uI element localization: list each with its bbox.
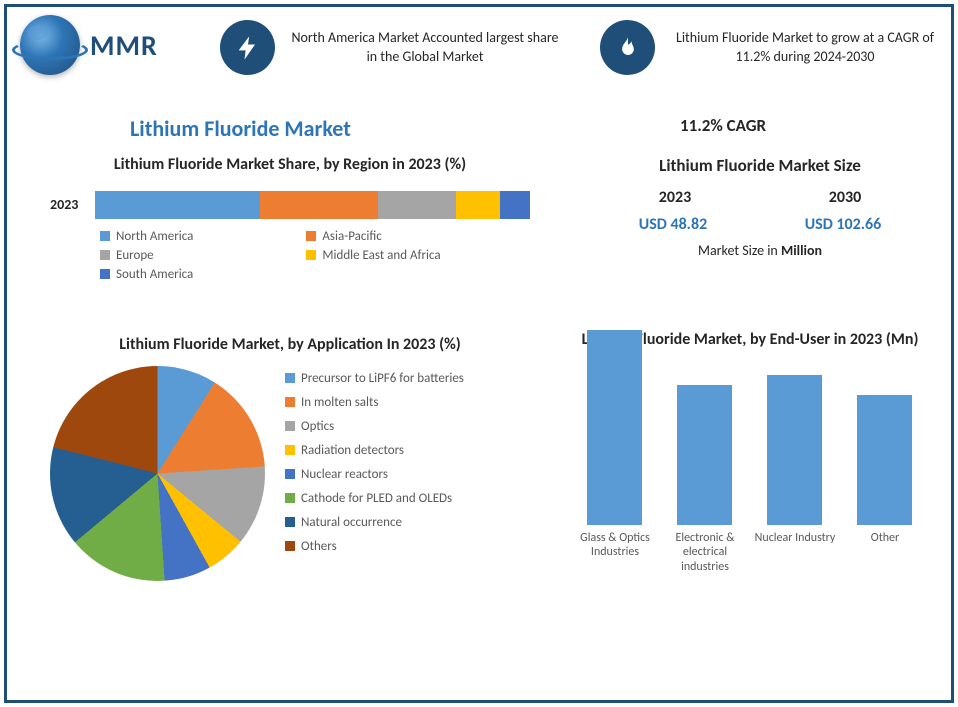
region-legend-item: North America [100, 229, 306, 244]
cagr-label: 11.2% CAGR [680, 115, 766, 136]
size-note-prefix: Market Size in [698, 242, 781, 259]
region-legend-item: Middle East and Africa [306, 248, 512, 263]
bar [677, 385, 732, 525]
region-year-label: 2023 [50, 196, 95, 213]
bar-label: Other [871, 531, 899, 576]
legend-label: Radiation detectors [301, 443, 404, 458]
legend-swatch [306, 250, 316, 260]
region-stacked-bar [95, 191, 530, 219]
legend-label: North America [116, 229, 193, 244]
legend-swatch [285, 493, 295, 503]
region-legend-item: Asia-Pacific [306, 229, 512, 244]
end-user-chart: Lithium Fluoride Market, by End-User in … [565, 330, 935, 576]
highlight-right-text: Lithium Fluoride Market to grow at a CAG… [670, 29, 940, 67]
legend-label: Natural occurrence [301, 515, 402, 530]
region-seg-north-america [95, 191, 260, 219]
size-title: Lithium Fluoride Market Size [590, 155, 930, 176]
region-seg-asia-pacific [260, 191, 377, 219]
legend-label: Others [301, 539, 337, 554]
legend-label: Asia-Pacific [322, 229, 381, 244]
bar-label: Nuclear Industry [755, 531, 836, 576]
app-legend-item: Others [285, 539, 530, 554]
legend-label: Precursor to LiPF6 for batteries [301, 371, 464, 386]
bar [767, 375, 822, 525]
app-legend-item: Nuclear reactors [285, 467, 530, 482]
legend-swatch [285, 397, 295, 407]
bar [587, 330, 642, 525]
size-note-bold: Million [781, 242, 822, 259]
main-title: Lithium Fluoride Market [130, 115, 351, 142]
market-size-section: Lithium Fluoride Market Size 2023 2030 US… [590, 155, 930, 259]
size-values-row: USD 48.82 USD 102.66 [590, 215, 930, 234]
app-legend-item: Radiation detectors [285, 443, 530, 458]
bar-label: Electronic & electrical industries [664, 531, 747, 576]
legend-label: Nuclear reactors [301, 467, 388, 482]
bar-chart: Glass & Optics IndustriesElectronic & el… [565, 366, 935, 576]
highlight-cagr: Lithium Fluoride Market to grow at a CAG… [600, 20, 940, 75]
legend-label: In molten salts [301, 395, 378, 410]
legend-label: Cathode for PLED and OLEDs [301, 491, 452, 506]
legend-swatch [100, 250, 110, 260]
app-legend-item: Optics [285, 419, 530, 434]
highlight-north-america: North America Market Accounted largest s… [220, 20, 560, 75]
bar-column: Glass & Optics Industries [574, 330, 657, 576]
region-chart-title: Lithium Fluoride Market Share, by Region… [50, 155, 530, 176]
region-legend: North America Asia-Pacific Europe Middle Ea… [50, 229, 530, 286]
legend-swatch [100, 269, 110, 279]
region-seg-south-america [500, 191, 530, 219]
pie-legend: Precursor to LiPF6 for batteries In molte… [265, 366, 530, 581]
size-year: 2030 [829, 188, 861, 207]
bolt-icon [220, 20, 275, 75]
pie-chart [50, 366, 265, 581]
legend-label: Europe [116, 248, 154, 263]
size-year: 2023 [659, 188, 691, 207]
region-seg-middle-east-and-africa [456, 191, 500, 219]
size-value: USD 48.82 [639, 215, 707, 234]
bar-column: Other [844, 395, 927, 576]
size-years-row: 2023 2030 [590, 188, 930, 207]
mmr-logo: MMR [20, 10, 200, 80]
app-legend-item: Cathode for PLED and OLEDs [285, 491, 530, 506]
legend-swatch [285, 445, 295, 455]
app-legend-item: In molten salts [285, 395, 530, 410]
legend-swatch [285, 517, 295, 527]
region-seg-europe [378, 191, 456, 219]
legend-label: Optics [301, 419, 334, 434]
bar-column: Nuclear Industry [754, 375, 837, 576]
legend-swatch [285, 541, 295, 551]
legend-swatch [100, 231, 110, 241]
flame-icon [600, 20, 655, 75]
region-legend-item: South America [100, 267, 306, 282]
app-chart-title: Lithium Fluoride Market, by Application … [50, 335, 530, 356]
size-note: Market Size in Million [590, 242, 930, 259]
legend-label: Middle East and Africa [322, 248, 440, 263]
logo-text: MMR [90, 28, 158, 63]
bar-label: Glass & Optics Industries [574, 531, 657, 576]
legend-swatch [306, 231, 316, 241]
region-legend-item: Europe [100, 248, 306, 263]
size-value: USD 102.66 [805, 215, 882, 234]
app-legend-item: Natural occurrence [285, 515, 530, 530]
bar [857, 395, 912, 525]
legend-swatch [285, 421, 295, 431]
region-chart: Lithium Fluoride Market Share, by Region… [50, 155, 530, 286]
legend-swatch [285, 373, 295, 383]
legend-label: South America [116, 267, 193, 282]
highlight-left-text: North America Market Accounted largest s… [290, 29, 560, 67]
app-legend-item: Precursor to LiPF6 for batteries [285, 371, 530, 386]
bar-column: Electronic & electrical industries [664, 385, 747, 576]
legend-swatch [285, 469, 295, 479]
application-chart: Lithium Fluoride Market, by Application … [50, 335, 530, 581]
globe-ring [12, 40, 88, 60]
